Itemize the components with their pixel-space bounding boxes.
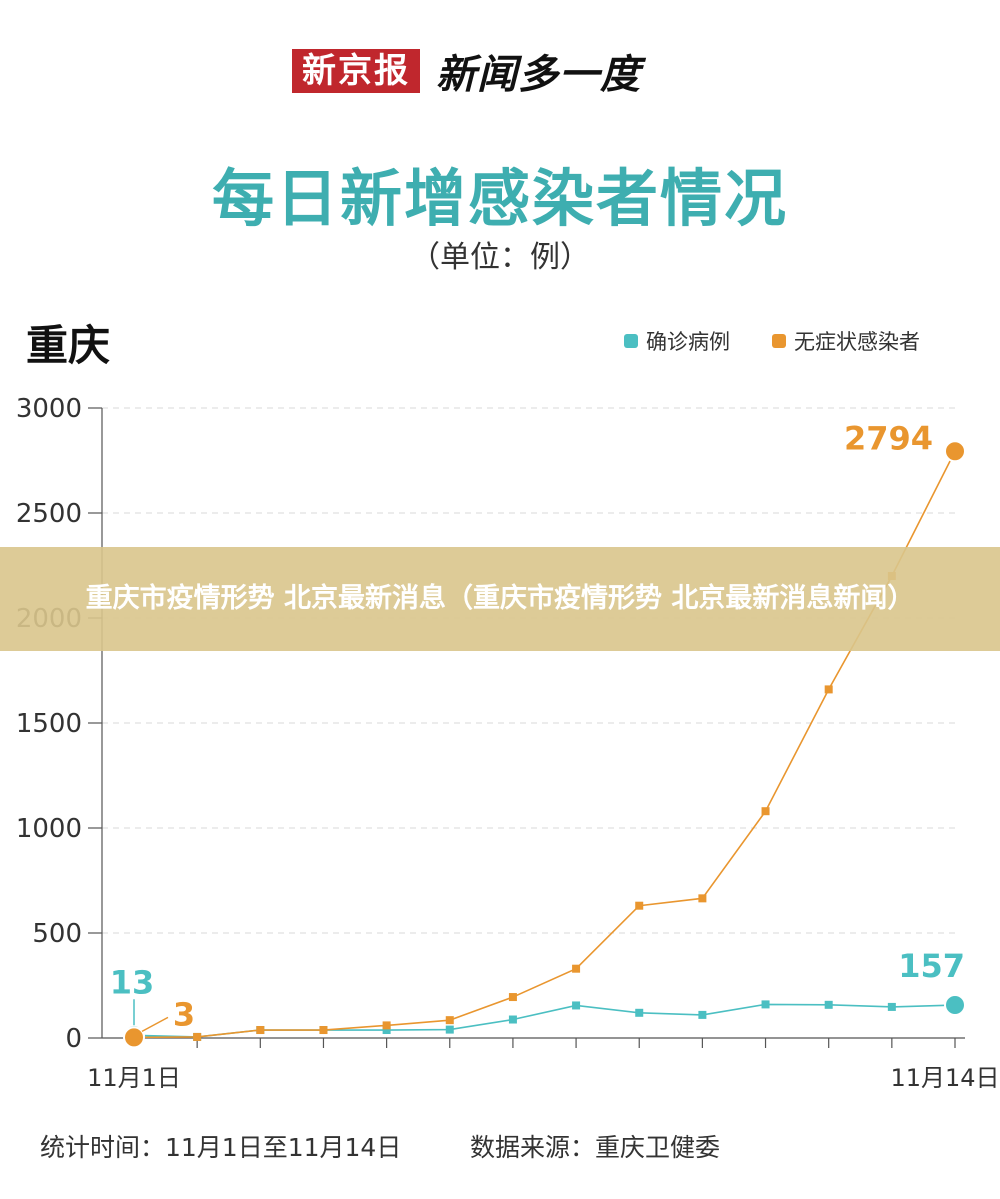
series-line-1 bbox=[133, 450, 956, 1039]
line-chart: 05001000150020002500300011月1日11月14日13327… bbox=[16, 394, 1000, 1092]
legend-item-confirmed: 确诊病例 bbox=[624, 326, 730, 356]
data-point bbox=[635, 1008, 644, 1017]
legend-item-asymptomatic: 无症状感染者 bbox=[772, 326, 920, 356]
y-tick-label: 1000 bbox=[16, 814, 82, 844]
data-point bbox=[761, 807, 770, 816]
masthead: 新京报 新闻多一度 bbox=[292, 42, 641, 100]
data-point bbox=[761, 1000, 770, 1009]
data-point bbox=[572, 964, 581, 973]
data-point bbox=[824, 685, 833, 694]
data-point-end bbox=[123, 1026, 145, 1049]
x-tick-label: 11月14日 bbox=[890, 1064, 999, 1092]
annotation-leader bbox=[141, 1016, 169, 1033]
headline-overlay: 重庆市疫情形势 北京最新消息（重庆市疫情形势 北京最新消息新闻） bbox=[0, 547, 1000, 651]
data-source: 数据来源：重庆卫健委 bbox=[470, 1133, 721, 1162]
chart-title: 每日新增感染者情况 bbox=[211, 162, 788, 235]
data-point bbox=[445, 1016, 454, 1025]
data-point bbox=[824, 1000, 833, 1009]
unit-label: （单位：例） bbox=[410, 240, 590, 275]
statistics-period: 统计时间：11月1日至11月14日 bbox=[40, 1133, 402, 1162]
region-label: 重庆 bbox=[26, 321, 111, 370]
newspaper-logo: 新京报 bbox=[292, 49, 420, 93]
data-point bbox=[319, 1026, 328, 1035]
y-tick-label: 2500 bbox=[16, 499, 82, 529]
data-point bbox=[635, 901, 644, 910]
data-point bbox=[445, 1025, 454, 1034]
x-tick-label: 11月1日 bbox=[87, 1064, 181, 1092]
data-point bbox=[572, 1001, 581, 1010]
y-tick-label: 1500 bbox=[16, 709, 82, 739]
y-tick-label: 0 bbox=[65, 1024, 82, 1054]
data-point bbox=[508, 1015, 517, 1024]
data-point bbox=[698, 894, 707, 903]
data-point bbox=[256, 1026, 265, 1035]
legend: 确诊病例 无症状感染者 bbox=[624, 326, 920, 356]
legend-swatch-asymptomatic bbox=[772, 334, 786, 348]
legend-swatch-confirmed bbox=[624, 334, 638, 348]
headline-text: 重庆市疫情形势 北京最新消息（重庆市疫情形势 北京最新消息新闻） bbox=[85, 583, 915, 614]
data-label: 13 bbox=[110, 963, 155, 1001]
data-label: 3 bbox=[173, 995, 195, 1033]
y-tick-label: 500 bbox=[32, 919, 82, 949]
data-point bbox=[382, 1026, 391, 1035]
column-name: 新闻多一度 bbox=[436, 52, 641, 98]
data-point bbox=[508, 993, 517, 1002]
y-tick-label: 3000 bbox=[16, 394, 82, 424]
legend-label-asymptomatic: 无症状感染者 bbox=[794, 330, 920, 354]
data-point bbox=[698, 1010, 707, 1019]
data-label: 157 bbox=[898, 947, 965, 985]
data-point-end bbox=[944, 994, 966, 1017]
data-point-end bbox=[944, 440, 966, 463]
legend-label-confirmed: 确诊病例 bbox=[646, 330, 730, 354]
data-point bbox=[887, 1002, 896, 1011]
data-label: 2794 bbox=[844, 419, 933, 457]
data-point bbox=[382, 1021, 391, 1030]
data-point bbox=[193, 1032, 202, 1041]
